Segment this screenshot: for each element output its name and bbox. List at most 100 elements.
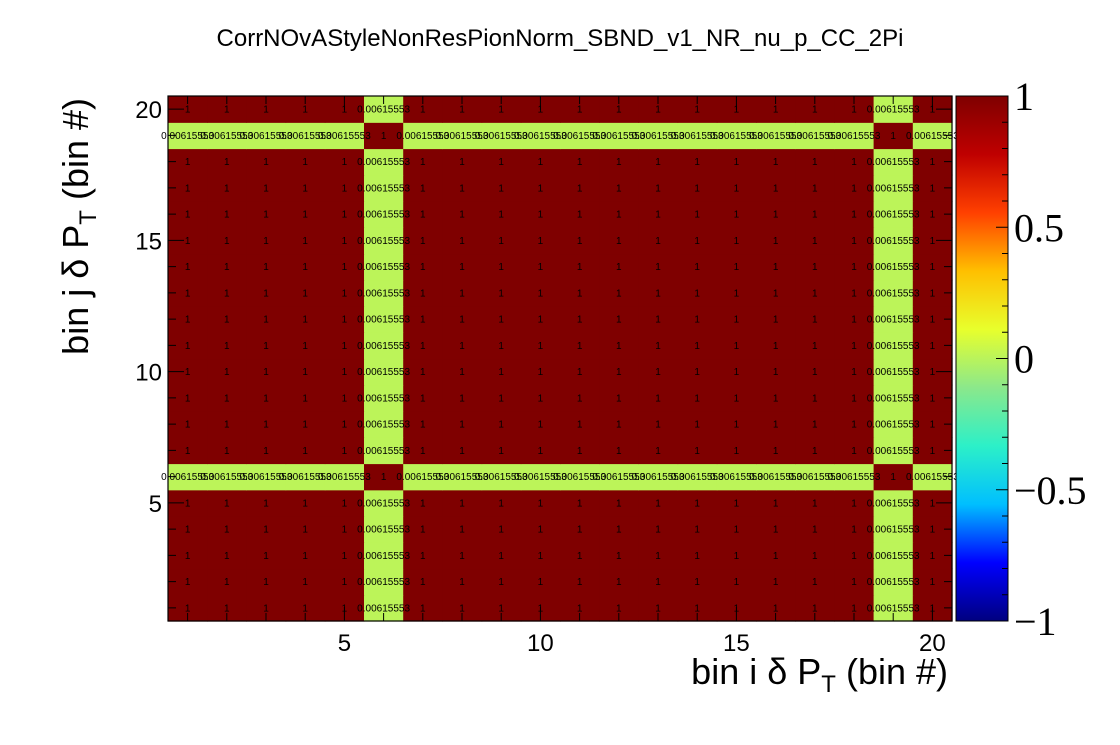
cell-label-8-20: 1 xyxy=(459,105,465,116)
cell-label-7-8: 1 xyxy=(420,420,426,431)
heatmap-cell-9-10 xyxy=(481,358,522,386)
cell-label-15-15: 1 xyxy=(734,236,740,247)
cell-label-11-15: 1 xyxy=(577,236,583,247)
heatmap-cell-5-8 xyxy=(324,411,365,438)
heatmap-cell-9-7 xyxy=(481,437,522,465)
cell-label-15-3: 1 xyxy=(734,551,740,562)
heatmap-cell-19-19 xyxy=(873,122,914,150)
cell-label-7-5: 1 xyxy=(420,498,426,509)
heatmap-cell-3-6 xyxy=(246,463,287,491)
cell-label-16-17: 1 xyxy=(773,183,779,194)
heatmap-cell-2-3 xyxy=(207,542,247,570)
cell-label-9-9: 1 xyxy=(498,393,504,404)
cell-label-3-8: 1 xyxy=(263,420,269,431)
cell-label-12-5: 1 xyxy=(616,498,622,509)
cell-label-10-20: 1 xyxy=(538,105,544,116)
cell-label-18-10: 1 xyxy=(851,367,857,378)
cell-label-1-7: 1 xyxy=(185,446,191,457)
heatmap-cell-15-9 xyxy=(716,384,757,412)
heatmap-cell-11-7 xyxy=(560,437,600,465)
colorbar-labels: 1 0.5 0 −0.5 −1 xyxy=(1014,74,1087,644)
cell-label-17-5: 1 xyxy=(812,498,818,509)
heatmap-cell-13-10 xyxy=(638,358,679,386)
cell-label-11-14: 1 xyxy=(577,262,583,273)
heatmap-cell-4-10 xyxy=(285,358,326,386)
cell-label-14-7: 1 xyxy=(694,446,700,457)
heatmap-cell-8-17 xyxy=(442,174,483,202)
heatmap-cell-12-4 xyxy=(599,516,639,543)
heatmap-cell-15-11 xyxy=(716,332,757,360)
heatmap-cell-10-18 xyxy=(520,148,561,176)
heatmap-cell-3-15 xyxy=(246,227,287,255)
cell-label-6-17: 0.00615553 xyxy=(357,183,410,194)
heatmap-cell-5-17 xyxy=(324,174,365,202)
cell-label-14-16: 1 xyxy=(694,210,700,221)
heatmap-cell-6-5 xyxy=(364,489,404,517)
heatmap-cell-11-3 xyxy=(560,542,600,570)
cell-label-5-20: 1 xyxy=(342,105,348,116)
cell-label-14-9: 1 xyxy=(694,393,700,404)
heatmap-cell-4-16 xyxy=(285,201,326,228)
heatmap-cell-11-12 xyxy=(560,306,600,333)
heatmap-cell-9-12 xyxy=(481,306,522,333)
cell-label-4-17: 1 xyxy=(302,183,308,194)
heatmap-cell-10-13 xyxy=(520,279,561,307)
heatmap-cell-12-15 xyxy=(599,227,639,255)
heatmap-cell-3-13 xyxy=(246,279,287,307)
heatmap-cell-9-2 xyxy=(481,568,522,596)
cell-label-14-13: 1 xyxy=(694,288,700,299)
heatmap-cell-18-18 xyxy=(834,148,875,176)
cell-label-6-18: 0.00615553 xyxy=(357,157,410,168)
heatmap-cell-3-8 xyxy=(246,411,287,438)
heatmap-cell-4-12 xyxy=(285,306,326,333)
heatmap-cell-7-19 xyxy=(403,122,443,150)
heatmap-cell-8-7 xyxy=(442,437,483,465)
cell-label-6-10: 0.00615553 xyxy=(357,367,410,378)
y-tick-label-5: 5 xyxy=(149,491,162,518)
colorbar-label-2: 0 xyxy=(1014,337,1034,382)
heatmap-cell-5-6 xyxy=(324,463,365,491)
cell-label-17-4: 1 xyxy=(812,525,818,536)
cell-label-5-9: 1 xyxy=(342,393,348,404)
cell-label-18-4: 1 xyxy=(851,525,857,536)
heatmap-cell-13-4 xyxy=(638,516,679,543)
heatmap-cell-14-14 xyxy=(677,253,718,281)
heatmap-cell-2-8 xyxy=(207,411,247,438)
cell-label-12-2: 1 xyxy=(616,577,622,588)
heatmap-cell-12-8 xyxy=(599,411,639,438)
cell-label-6-12: 0.00615553 xyxy=(357,315,410,326)
cell-label-13-16: 1 xyxy=(655,210,661,221)
heatmap-cell-18-8 xyxy=(834,411,875,438)
heatmap-cell-7-13 xyxy=(403,279,443,307)
cell-label-4-7: 1 xyxy=(302,446,308,457)
cell-label-19-9: 0.00615553 xyxy=(867,393,920,404)
cell-label-2-3: 1 xyxy=(224,551,230,562)
chart-title: CorrNOvAStyleNonResPionNorm_SBND_v1_NR_n… xyxy=(217,25,904,52)
y-axis-label: bin j δ PT (bin #) xyxy=(55,98,102,355)
cell-label-9-17: 1 xyxy=(498,183,504,194)
cell-label-12-1: 1 xyxy=(616,603,622,614)
cell-label-10-19: 0.00615553 xyxy=(514,131,567,142)
heatmap-cell-17-15 xyxy=(795,227,835,255)
cell-label-13-7: 1 xyxy=(655,446,661,457)
cell-label-3-13: 1 xyxy=(263,288,269,299)
cell-label-7-20: 1 xyxy=(420,105,426,116)
cell-label-5-6: 0.00615553 xyxy=(318,472,371,483)
heatmap-cell-9-14 xyxy=(481,253,522,281)
cell-label-19-4: 0.00615553 xyxy=(867,525,920,536)
cell-label-12-19: 0.00615553 xyxy=(592,131,645,142)
cell-label-7-17: 1 xyxy=(420,183,426,194)
heatmap-cell-18-7 xyxy=(834,437,875,465)
heatmap-cell-6-15 xyxy=(364,227,404,255)
cell-label-13-13: 1 xyxy=(655,288,661,299)
heatmap-cell-11-19 xyxy=(560,122,600,150)
cell-label-12-18: 1 xyxy=(616,157,622,168)
cell-label-18-9: 1 xyxy=(851,393,857,404)
heatmap-cell-19-2 xyxy=(873,568,914,596)
cell-label-1-13: 1 xyxy=(185,288,191,299)
heatmap-cell-8-10 xyxy=(442,358,483,386)
cell-label-4-12: 1 xyxy=(302,315,308,326)
cell-label-17-10: 1 xyxy=(812,367,818,378)
heatmap-cell-7-4 xyxy=(403,516,443,543)
cell-label-14-11: 1 xyxy=(694,341,700,352)
